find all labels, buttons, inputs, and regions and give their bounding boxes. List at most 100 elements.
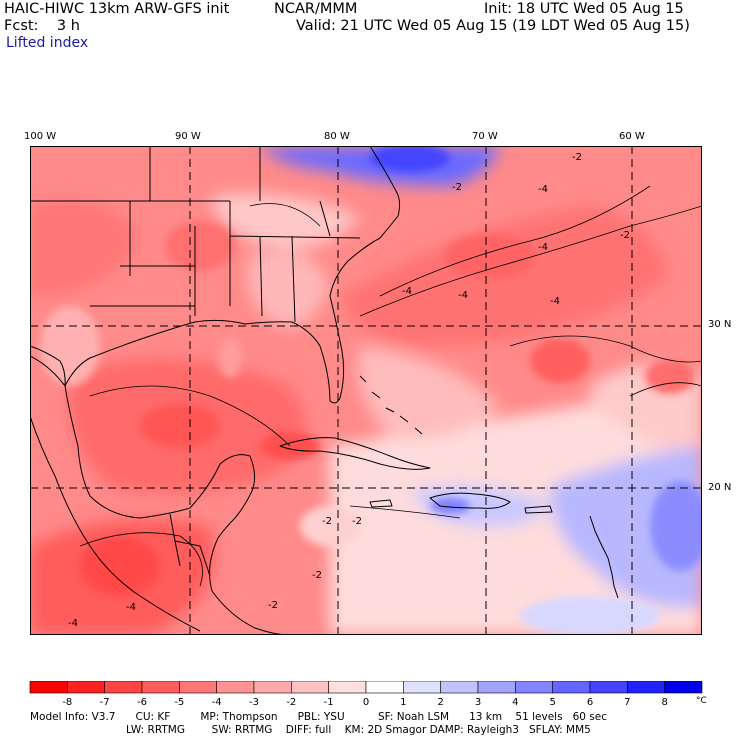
contour-label: -4: [550, 296, 560, 307]
colorbar-swatch: [328, 681, 367, 694]
model-info-line2: LW: RRTMG SW: RRTMG DIFF: full KM: 2D Sm…: [126, 724, 591, 736]
colorbar-tick-label: -7: [100, 697, 110, 708]
field-light-se-us: [248, 250, 330, 328]
contour-line: [509, 335, 702, 363]
field-cell: [650, 481, 702, 571]
contour-label: -2: [312, 570, 322, 581]
colorbar-tick-label: 7: [624, 697, 630, 708]
forecast-hour: Fcst: 3 h: [4, 18, 80, 34]
field-cell: [300, 506, 360, 546]
colorbar-tick-label: 4: [512, 697, 518, 708]
us-state-borders: [30, 146, 361, 323]
pacific-coastline: [30, 415, 201, 632]
colorbar-swatch: [664, 681, 703, 694]
contour-line: [89, 385, 291, 447]
contour-label: -4: [538, 242, 548, 253]
colorbar-swatch: [589, 681, 628, 694]
bahamas-islands: [359, 375, 423, 435]
lon-label: 90 W: [175, 131, 201, 142]
contour-line: [349, 505, 461, 519]
central-america-borders: [169, 513, 211, 577]
contour-label: -2: [452, 182, 462, 193]
colorbar-swatch: [67, 681, 105, 694]
map-frame: [30, 146, 702, 635]
colorbar-tick-label: 2: [437, 697, 443, 708]
contour-label: -2: [620, 230, 630, 241]
hispaniola-coastline: [429, 492, 511, 509]
lon-label: 80 W: [324, 131, 350, 142]
field-cell: [80, 536, 160, 596]
colorbar-swatch: [141, 681, 180, 694]
colorbar-swatch: [179, 681, 217, 694]
colorbar-tick-label: 3: [475, 697, 481, 708]
colorbar-tick-label: -8: [62, 697, 72, 708]
lesser-antilles-arc: [589, 515, 619, 599]
colorbar-tick-label: -4: [212, 697, 222, 708]
colorbar-swatch: [216, 681, 255, 694]
colorbar-tick-label: 8: [661, 697, 667, 708]
field-blue-caribbean-mid: [410, 486, 550, 527]
contour-line: [359, 205, 702, 317]
colorbar-tick-label: 1: [400, 697, 406, 708]
model-title: HAIC-HIWC 13km ARW-GFS init: [4, 1, 230, 17]
colorbar-swatch: [291, 681, 329, 694]
field-cell: [370, 146, 450, 172]
init-time: Init: 18 UTC Wed 05 Aug 15: [484, 1, 684, 17]
contour-label: -4: [538, 184, 548, 195]
colorbar-tick-label: -2: [286, 697, 296, 708]
contour-label: -4: [126, 602, 136, 613]
colorbar-tick-label: -3: [249, 697, 259, 708]
field-blue-caribbean-east: [550, 446, 702, 608]
contour-label: -2: [572, 152, 582, 163]
colorbar-tick-label: 6: [587, 697, 593, 708]
valid-time: Valid: 21 UTC Wed 05 Aug 15 (19 LDT Wed …: [296, 18, 690, 34]
colorbar-swatch: [253, 681, 292, 694]
field-cell: [445, 234, 535, 278]
lifted-index-map: -4 -4 -2 -4 -2 -2 -4 -4 -2 -2 -2 -2 -4 -…: [30, 146, 702, 635]
field-cell: [430, 498, 470, 514]
contour-label: -2: [322, 516, 332, 527]
lat-label: 30 N: [708, 319, 732, 330]
colorbar-tick-label: -1: [324, 697, 334, 708]
colorbar: -8 -7 -6 -5 -4 -3 -2 -1 0 1 2 3 4 5 6 7 8 °C: [29, 681, 707, 708]
contour-line: [629, 382, 702, 397]
mexico-gulf-coastline: [64, 385, 256, 539]
colorbar-swatch: [515, 681, 553, 694]
field-light-ne: [210, 193, 360, 248]
field-cell: [140, 404, 220, 448]
organization-label: NCAR/MMM: [274, 1, 358, 17]
contour-label: -2: [268, 600, 278, 611]
colorbar-swatch: [440, 681, 479, 694]
lon-label: 70 W: [472, 131, 498, 142]
colorbar-tick-label: 0: [363, 697, 369, 708]
field-cell: [645, 358, 695, 394]
contour-line: [249, 203, 321, 227]
colorbar-swatch: [104, 681, 143, 694]
lat-label: 20 N: [708, 482, 732, 493]
contour-label: -4: [402, 286, 412, 297]
field-cell: [40, 306, 100, 386]
contour-line: [79, 532, 203, 587]
model-info-line1: Model Info: V3.7 CU: KF MP: Thompson PBL…: [30, 711, 607, 723]
colorbar-swatch: [365, 681, 404, 694]
field-cell: [165, 221, 235, 271]
contour-label: -2: [352, 516, 362, 527]
colorbar-tick-label: 5: [549, 697, 555, 708]
contour-line: [379, 185, 651, 297]
us-gulf-coastline: [30, 146, 401, 404]
field-name: Lifted index: [6, 35, 89, 51]
colorbar-swatch: [29, 681, 68, 694]
puerto-rico-coastline: [524, 505, 553, 514]
field-strong-west: [30, 200, 140, 296]
contour-label: -4: [458, 290, 468, 301]
central-america-coast: [209, 537, 291, 635]
colorbar-swatch: [627, 681, 665, 694]
cuba-coastline: [279, 437, 431, 470]
colorbar-tick-label: -6: [137, 697, 147, 708]
colorbar-unit: °C: [696, 696, 707, 706]
field-pale-bahamas: [358, 346, 500, 438]
colorbar-tick-label: -5: [174, 697, 184, 708]
jamaica-coastline: [369, 499, 393, 508]
us-mexico-border: [30, 345, 66, 387]
lon-label: 100 W: [24, 131, 57, 142]
